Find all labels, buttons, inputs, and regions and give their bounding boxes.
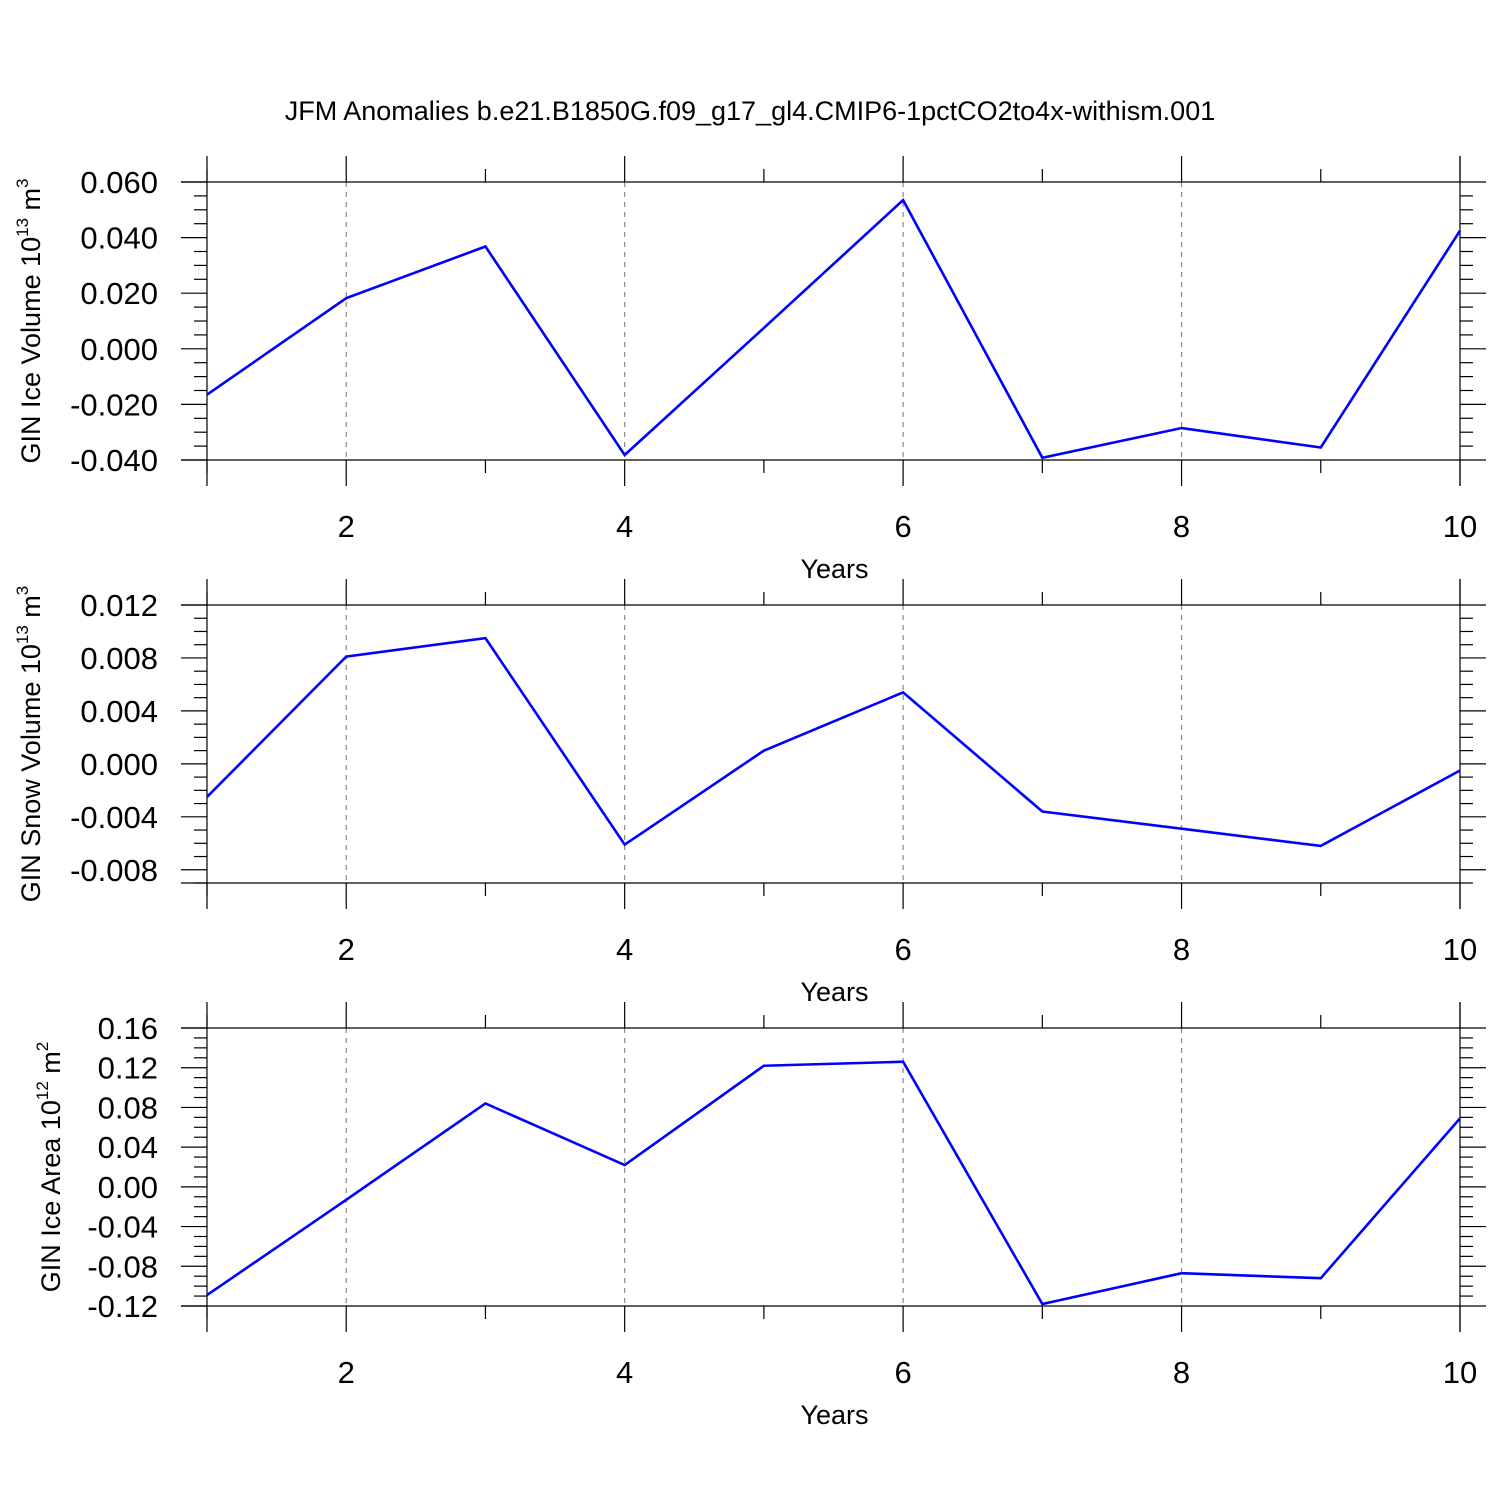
y-axis-label-prefix: GIN Ice Area 10: [36, 1100, 66, 1292]
y-tick-label: -0.04: [87, 1210, 158, 1245]
y-axis-label-exponent: 12: [33, 1081, 52, 1100]
y-tick-label: 0.060: [80, 165, 158, 200]
y-axis-label-unit: m: [16, 595, 46, 625]
y-tick-label: 0.00: [98, 1170, 158, 1205]
y-tick-label: 0.000: [80, 332, 158, 367]
x-tick-label: 8: [1173, 932, 1190, 967]
y-tick-label: 0.08: [98, 1090, 158, 1125]
y-axis-label: GIN Snow Volume 1013 m3: [13, 586, 46, 903]
y-axis-label-exponent: 13: [13, 625, 32, 644]
x-tick-label: 6: [894, 509, 911, 544]
series-line: [206, 197, 1462, 460]
panel-1: 2 4 6 8 10 0.060 0.040 0.020 0.000 -0.020 -0.040 Ye…: [13, 156, 1486, 584]
y-tick-label: 0.004: [80, 694, 158, 729]
y-tick-label: -0.004: [70, 800, 158, 835]
panel-2: 2 4 6 8 10 0.012 0.008 0.004 0.000 -0.004 -0.008 Ye…: [13, 579, 1486, 1007]
panels: 2 4 6 8 10 0.060 0.040 0.020 0.000 -0.020 -0.040 Ye…: [13, 156, 1486, 1430]
y-tick-label: -0.12: [87, 1289, 158, 1324]
y-tick-label: 0.16: [98, 1011, 158, 1046]
y-axis-label-unit: m: [16, 188, 46, 218]
y-tick-label: 0.012: [80, 588, 158, 623]
y-axis-label-unit-exponent: 2: [33, 1042, 52, 1051]
y-tick-label: -0.020: [70, 387, 158, 422]
x-tick-label: 2: [338, 509, 355, 544]
chart-title: JFM Anomalies b.e21.B1850G.f09_g17_gl4.C…: [285, 96, 1216, 126]
x-axis-label: Years: [800, 554, 868, 584]
y-tick-label: 0.04: [98, 1130, 158, 1165]
y-axis-label-exponent: 13: [13, 218, 32, 237]
y-tick-label: 0.000: [80, 747, 158, 782]
x-tick-label: 4: [616, 509, 633, 544]
series-line: [206, 636, 1461, 848]
y-tick-label: 0.008: [80, 641, 158, 676]
x-tick-label: 4: [616, 1355, 633, 1390]
y-tick-label: 0.040: [80, 221, 158, 256]
x-tick-label: 6: [894, 1355, 911, 1390]
x-tick-label: 10: [1443, 932, 1477, 967]
y-tick-label: -0.08: [87, 1249, 158, 1284]
y-axis-label-unit-exponent: 3: [13, 586, 32, 595]
x-tick-label: 6: [894, 932, 911, 967]
x-tick-label: 2: [338, 932, 355, 967]
x-tick-label: 8: [1173, 1355, 1190, 1390]
y-tick-label: 0.12: [98, 1051, 158, 1086]
y-axis-label: GIN Ice Volume 1013 m3: [13, 178, 46, 463]
x-tick-label: 4: [616, 932, 633, 967]
panel-3: 2 4 6 8 10 0.16 0.12 0.08 0.04 0.00 -0.04 -0.08 -0.1…: [33, 1002, 1486, 1430]
y-axis-label: GIN Ice Area 1012 m2: [33, 1042, 66, 1293]
y-axis-label-prefix: GIN Snow Volume 10: [16, 644, 46, 902]
y-tick-label: -0.008: [70, 853, 158, 888]
y-axis-label-unit-exponent: 3: [13, 178, 32, 187]
x-axis-label: Years: [800, 1400, 868, 1430]
y-axis-label-prefix: GIN Ice Volume 10: [16, 237, 46, 464]
x-tick-label: 8: [1173, 509, 1190, 544]
x-axis-label: Years: [800, 977, 868, 1007]
y-axis-label-unit: m: [36, 1051, 66, 1081]
y-tick-label: -0.040: [70, 443, 158, 478]
series-line: [206, 1060, 1461, 1306]
y-tick-label: 0.020: [80, 276, 158, 311]
x-tick-label: 10: [1443, 1355, 1477, 1390]
x-tick-label: 2: [338, 1355, 355, 1390]
x-tick-label: 10: [1443, 509, 1477, 544]
